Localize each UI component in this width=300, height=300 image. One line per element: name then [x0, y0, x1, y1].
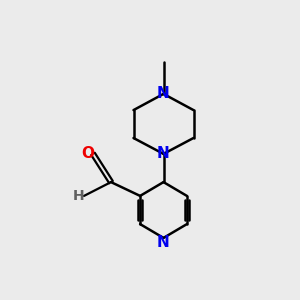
Text: N: N	[157, 86, 170, 101]
Text: N: N	[157, 146, 170, 161]
Text: H: H	[73, 189, 84, 203]
Text: N: N	[157, 235, 170, 250]
Text: O: O	[81, 146, 94, 161]
